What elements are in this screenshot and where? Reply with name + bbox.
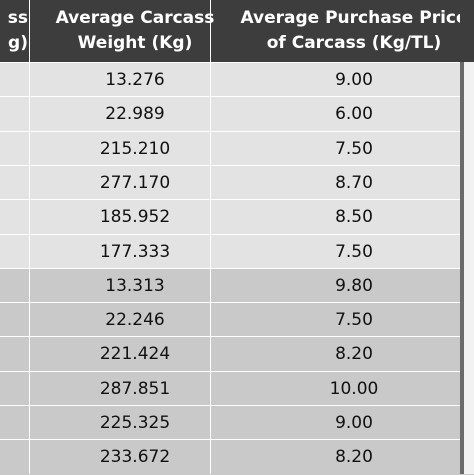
column-separator	[29, 0, 30, 474]
average-carcass-weight-cell: 215.210	[99, 138, 171, 159]
average-carcass-weight-cell: 13.276	[105, 70, 165, 90]
table-row: 225.325 9.00	[0, 405, 474, 441]
right-edge-header	[460, 0, 474, 62]
table-row: 177.333 7.50	[0, 233, 474, 270]
right-edge-body	[464, 62, 474, 474]
header-weight-line-2: Weight (Kg)	[77, 33, 193, 53]
average-carcass-weight-cell: 185.952	[99, 207, 171, 228]
average-carcass-weight-cell: 287.851	[99, 378, 171, 399]
table-row: 185.952 8.50	[0, 199, 474, 236]
right-edge-divider	[460, 62, 464, 474]
average-carcass-weight-cell: 221.424	[99, 344, 171, 365]
average-carcass-weight-cell: 22.246	[105, 310, 165, 331]
header-cut-column: ss g)	[0, 0, 28, 62]
average-purchase-price-cell: 8.20	[335, 344, 373, 365]
table-row: 215.210 7.50	[0, 130, 474, 167]
average-purchase-price-cell: 7.50	[335, 138, 373, 159]
table-header: ss g) Average Carcass Weight (Kg) Averag…	[0, 0, 474, 62]
table-row: 221.424 8.20	[0, 336, 474, 373]
table-row: 233.672 8.20	[0, 439, 474, 475]
average-carcass-weight-cell: 13.313	[105, 275, 165, 296]
table-row: 22.246 7.50	[0, 302, 474, 339]
average-purchase-price-cell: 7.50	[335, 241, 373, 262]
column-separator	[210, 0, 211, 474]
average-purchase-price-cell: 9.00	[335, 413, 373, 433]
average-purchase-price-cell: 8.70	[335, 172, 373, 193]
right-edge-column	[460, 0, 474, 474]
average-purchase-price-cell: 6.00	[335, 104, 373, 125]
average-carcass-weight-cell: 177.333	[99, 241, 171, 262]
average-carcass-weight-cell: 22.989	[105, 104, 165, 125]
table-row: 277.170 8.70	[0, 164, 474, 201]
header-price-line-1: Average Purchase Price	[240, 8, 468, 28]
average-purchase-price-cell: 8.50	[335, 207, 373, 228]
table-row: 287.851 10.00	[0, 370, 474, 407]
header-cut-line-1: ss	[7, 8, 28, 28]
average-purchase-price-cell: 7.50	[335, 310, 373, 331]
average-carcass-weight-cell: 225.325	[99, 413, 171, 433]
header-average-carcass-weight: Average Carcass Weight (Kg)	[30, 0, 240, 62]
header-price-line-2: of Carcass (Kg/TL)	[266, 33, 442, 53]
average-purchase-price-cell: 9.80	[335, 275, 373, 296]
header-average-purchase-price: Average Purchase Price of Carcass (Kg/TL…	[212, 0, 474, 62]
table-row: 13.313 9.80	[0, 267, 474, 304]
average-carcass-weight-cell: 233.672	[99, 447, 171, 468]
table-row: 13.276 9.00	[0, 62, 474, 98]
average-purchase-price-cell: 8.20	[335, 447, 373, 468]
average-purchase-price-cell: 10.00	[329, 378, 379, 399]
header-cut-line-2: g)	[8, 33, 28, 53]
average-purchase-price-cell: 9.00	[335, 70, 373, 90]
average-carcass-weight-cell: 277.170	[99, 172, 171, 193]
table-row: 22.989 6.00	[0, 96, 474, 133]
header-weight-line-1: Average Carcass	[55, 8, 215, 28]
